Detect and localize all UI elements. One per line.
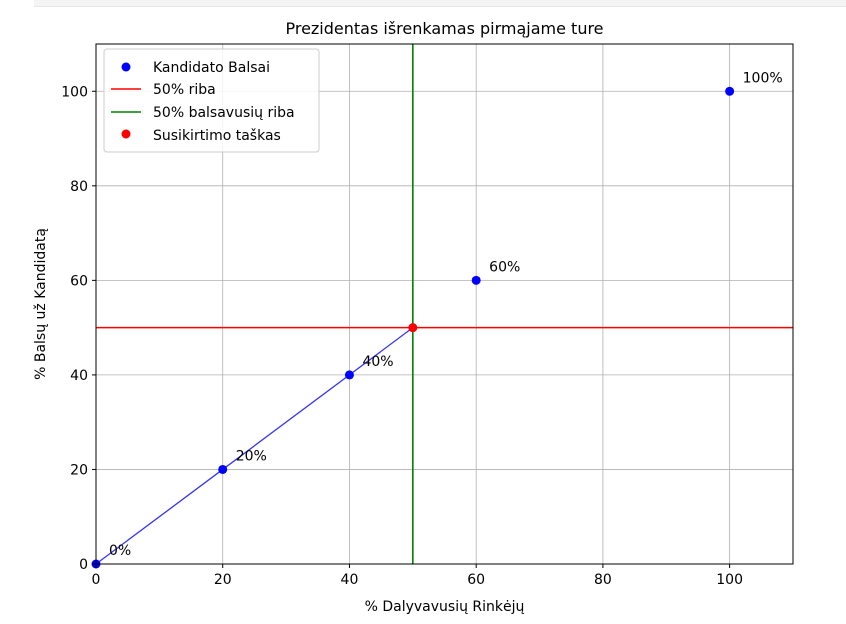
point-series-0 [725,86,735,96]
plot-frame [95,43,794,565]
point-series-0 [471,275,481,285]
x-tick-label: 20 [214,572,232,588]
point-label: 100% [743,70,783,86]
top-toolbar-strip [34,0,846,7]
chart-title: Prezidentas išrenkamas pirmąjame ture [285,19,603,38]
legend-label-kandidato-balsai: Kandidato Balsai [153,60,270,76]
point-label: 0% [109,543,131,559]
point-labels: 0% 20% 40% 60% 100% [109,70,783,559]
legend-label-50-balsavusiu-riba: 50% balsavusių riba [153,105,295,121]
reference-lines [96,44,793,564]
legend-box [103,48,320,153]
y-axis-label: % Balsų už Kandidatą [33,228,49,380]
y-axis-ticks: 0 20 40 60 80 100 [61,84,96,573]
legend-marker-kandidato-balsai [121,62,131,72]
connecting-line-path [95,327,414,565]
connecting-line [95,327,414,565]
x-tick-label: 0 [92,572,101,588]
legend: Kandidato Balsai 50% riba 50% balsavusių… [103,48,320,153]
x-tick-label: 80 [594,572,612,588]
y-tick-label: 0 [79,557,88,573]
point-series-3 [408,323,418,333]
data-points [91,86,735,569]
point-label: 20% [236,448,267,464]
legend-label-susikirtimo-taskas: Susikirtimo taškas [153,128,281,144]
y-tick-label: 80 [70,179,88,195]
point-series-0 [218,464,228,474]
point-label: 60% [489,259,520,275]
y-tick-label: 40 [70,368,88,384]
x-tick-label: 40 [341,572,359,588]
y-tick-label: 20 [70,462,88,478]
legend-label-50-riba: 50% riba [153,82,216,98]
y-tick-label: 100 [61,84,88,100]
x-axis-label: % Dalyvavusių Rinkėjų [365,599,525,615]
x-tick-label: 100 [716,572,743,588]
legend-marker-susikirtimo-taskas [121,129,131,139]
point-label: 40% [362,354,393,370]
y-tick-label: 60 [70,273,88,289]
x-tick-label: 60 [467,572,485,588]
x-axis-ticks: 0 20 40 60 80 100 [92,564,743,588]
point-series-0 [344,370,354,380]
